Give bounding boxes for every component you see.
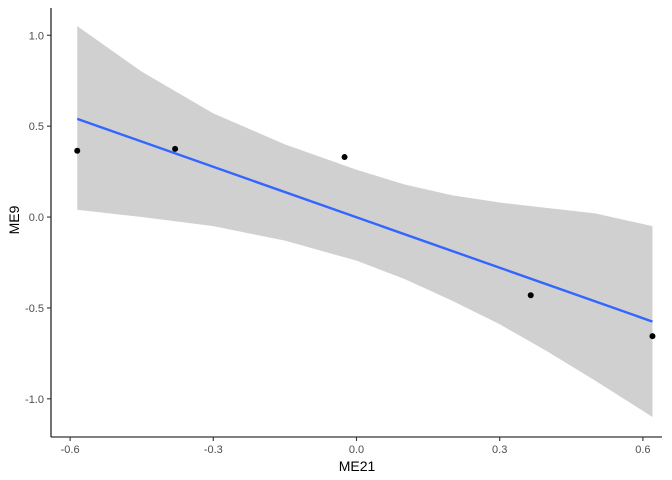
y-tick-label-2: 0.5 — [29, 121, 44, 133]
confidence-band — [77, 26, 653, 418]
x-axis-title: ME21 — [339, 458, 376, 474]
fit-line — [76, 117, 653, 323]
data-point-4 — [527, 292, 534, 299]
fit-line-layer — [76, 117, 653, 323]
points-layer — [74, 145, 656, 340]
x-tick-label-3: 0.0 — [349, 444, 364, 456]
confidence-band-layer — [77, 26, 653, 418]
data-point-5 — [649, 333, 656, 340]
x-tick-label-2: -0.3 — [204, 444, 223, 456]
y-axis-title: ME9 — [6, 205, 22, 234]
x-tick-label-5: 0.6 — [635, 444, 650, 456]
x-tick-label-4: 0.3 — [492, 444, 507, 456]
axes-layer: -0.6 -0.3 0.0 0.3 0.6 1.0 0.5 0.0 -0.5 -1.0 — [25, 8, 662, 456]
y-tick-label-4: -0.5 — [25, 303, 44, 315]
data-point-2 — [172, 145, 179, 152]
data-point-3 — [341, 154, 348, 161]
x-tick-label-1: -0.6 — [61, 444, 80, 456]
y-tick-label-3: 0.0 — [29, 212, 44, 224]
data-point-1 — [74, 147, 81, 154]
y-tick-label-1: 1.0 — [29, 30, 44, 42]
y-tick-label-5: -1.0 — [25, 394, 44, 406]
